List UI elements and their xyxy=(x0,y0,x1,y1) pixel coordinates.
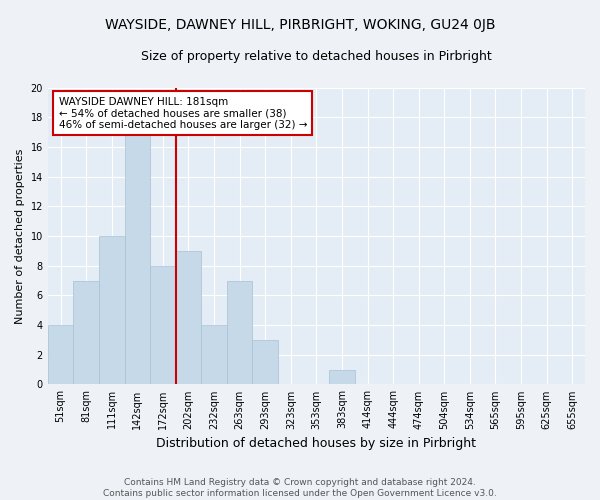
Bar xyxy=(253,340,278,384)
Bar xyxy=(329,370,355,384)
Bar xyxy=(176,251,201,384)
Text: WAYSIDE, DAWNEY HILL, PIRBRIGHT, WOKING, GU24 0JB: WAYSIDE, DAWNEY HILL, PIRBRIGHT, WOKING,… xyxy=(105,18,495,32)
Text: WAYSIDE DAWNEY HILL: 181sqm
← 54% of detached houses are smaller (38)
46% of sem: WAYSIDE DAWNEY HILL: 181sqm ← 54% of det… xyxy=(59,96,307,130)
Bar xyxy=(99,236,125,384)
Bar xyxy=(48,325,73,384)
Bar xyxy=(201,325,227,384)
Text: Contains HM Land Registry data © Crown copyright and database right 2024.
Contai: Contains HM Land Registry data © Crown c… xyxy=(103,478,497,498)
Bar xyxy=(73,280,99,384)
X-axis label: Distribution of detached houses by size in Pirbright: Distribution of detached houses by size … xyxy=(157,437,476,450)
Bar xyxy=(125,118,150,384)
Bar xyxy=(227,280,253,384)
Y-axis label: Number of detached properties: Number of detached properties xyxy=(15,148,25,324)
Bar xyxy=(150,266,176,384)
Title: Size of property relative to detached houses in Pirbright: Size of property relative to detached ho… xyxy=(141,50,492,63)
